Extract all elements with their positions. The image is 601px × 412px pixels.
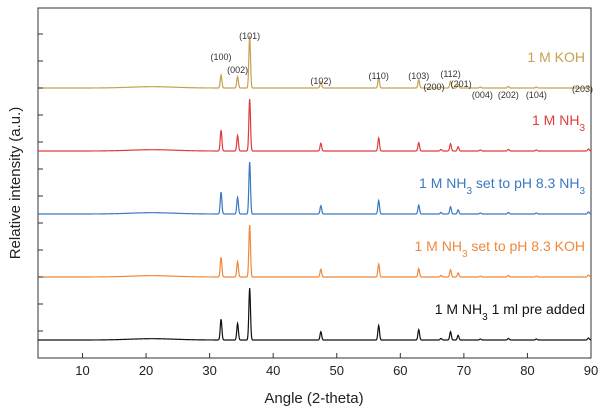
x-tick-label: 10 bbox=[75, 363, 89, 378]
peak-label: (100) bbox=[211, 52, 232, 62]
peak-label: (112) bbox=[440, 69, 460, 79]
x-axis: 10 20 30 40 50 60 70 80 90 bbox=[75, 353, 598, 378]
series-label: 1 M NH3 bbox=[532, 112, 585, 134]
peak-label: (200) bbox=[423, 82, 444, 92]
series-label: 1 M NH3 set to pH 8.3 NH3 bbox=[419, 175, 585, 197]
series-layer bbox=[38, 35, 592, 341]
x-tick-label: 70 bbox=[457, 363, 471, 378]
series-line bbox=[38, 98, 592, 152]
x-axis-label: Angle (2-theta) bbox=[264, 390, 363, 407]
peak-label: (004) bbox=[472, 90, 493, 100]
peak-label: (101) bbox=[239, 31, 260, 41]
x-tick-label: 30 bbox=[202, 363, 216, 378]
series-line bbox=[38, 35, 592, 89]
plot-frame bbox=[37, 7, 592, 359]
series-label: 1 M NH3 1 ml pre added bbox=[435, 301, 585, 323]
x-tick-label: 20 bbox=[139, 363, 153, 378]
peak-label: (110) bbox=[369, 71, 389, 81]
peak-label: (201) bbox=[451, 79, 472, 89]
y-axis bbox=[38, 33, 43, 332]
x-tick-label: 80 bbox=[520, 363, 534, 378]
y-axis-label: Relative intensity (a.u.) bbox=[7, 107, 24, 260]
series-line bbox=[38, 224, 592, 278]
series-labels: 1 M KOH 1 M NH3 1 M NH3 set to pH 8.3 NH3 1… bbox=[414, 49, 585, 323]
series-label: 1 M NH3 set to pH 8.3 KOH bbox=[414, 238, 585, 260]
series-label: 1 M KOH bbox=[527, 49, 585, 65]
peak-label: (203) bbox=[572, 84, 593, 94]
series-line bbox=[38, 161, 592, 215]
peak-label: (102) bbox=[310, 76, 331, 86]
peak-label: (002) bbox=[227, 65, 248, 75]
peak-label: (103) bbox=[408, 71, 429, 81]
peak-label: (202) bbox=[498, 90, 519, 100]
x-tick-label: 60 bbox=[393, 363, 407, 378]
peak-label: (104) bbox=[526, 90, 547, 100]
peak-labels: (100) (002) (101) (102) (110) (103)(200) (112)… bbox=[211, 31, 593, 100]
x-tick-label: 50 bbox=[330, 363, 344, 378]
x-tick-label: 90 bbox=[584, 363, 598, 378]
x-tick-label: 40 bbox=[266, 363, 280, 378]
series-line bbox=[38, 287, 592, 341]
